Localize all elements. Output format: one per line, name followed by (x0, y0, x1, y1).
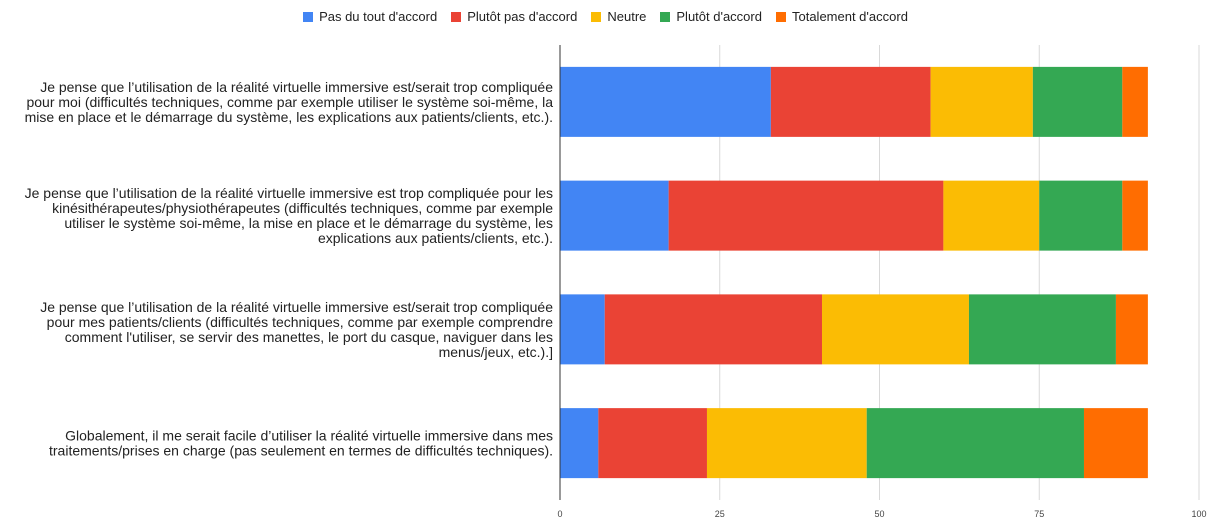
bar-segment (930, 66, 1033, 137)
bar-segment (1122, 180, 1148, 251)
category-label: pour mes patients/clients (difficultés t… (47, 314, 554, 330)
legend-item: Totalement d'accord (775, 9, 908, 24)
legend-label: Totalement d'accord (791, 9, 908, 24)
bar-segment (560, 66, 771, 137)
category-label: utiliser le système soi-même, la mise en… (64, 215, 553, 231)
legend-label: Plutôt pas d'accord (467, 9, 578, 24)
bar-segment (1083, 408, 1148, 479)
category-label: pour moi (difficultés techniques, comme … (26, 94, 553, 110)
category-label: comment l'utiliser, se servir des manett… (65, 329, 553, 345)
category-label: Je pense que l’utilisation de la réalité… (40, 299, 553, 315)
category-label: kinésithérapeutes/physiothérapeutes (dif… (52, 200, 553, 216)
bar-segment (1032, 66, 1123, 137)
bar-segment (821, 294, 969, 365)
x-tick-label: 0 (557, 509, 562, 519)
x-tick-label: 50 (874, 509, 884, 519)
bar-segment (866, 408, 1084, 479)
legend-label: Plutôt d'accord (676, 9, 762, 24)
x-tick-label: 100 (1191, 509, 1206, 519)
legend-swatch (660, 11, 671, 22)
category-label: Je pense que l’utilisation de la réalité… (25, 185, 553, 201)
legend-item: Pas du tout d'accord (303, 9, 437, 24)
bar-segment (1039, 180, 1123, 251)
legend-label: Pas du tout d'accord (319, 9, 438, 24)
bar-segment (598, 408, 707, 479)
bar-segment (560, 408, 599, 479)
bar-segment (668, 180, 944, 251)
legend-swatch (775, 11, 786, 22)
legend-item: Plutôt pas d'accord (451, 9, 577, 24)
bar-segment (968, 294, 1116, 365)
chart-legend: Pas du tout d'accord Plutôt pas d'accord N… (0, 9, 1211, 24)
bar-segment (1115, 294, 1148, 365)
bar-segment (604, 294, 822, 365)
legend-swatch (303, 11, 314, 22)
category-label: traitements/prises en charge (pas seulem… (49, 443, 553, 459)
bar-segment (560, 294, 605, 365)
category-label: Globalement, il me serait facile d’utili… (65, 428, 553, 444)
legend-label: Neutre (607, 9, 647, 24)
category-label: menus/jeux, etc.).] (439, 344, 553, 360)
category-label: mise en place et le démarrage du système… (25, 109, 553, 125)
legend-item: Neutre (591, 9, 646, 24)
legend-swatch (591, 11, 602, 22)
category-label: Je pense que l’utilisation de la réalité… (40, 79, 553, 95)
bar-segment (770, 66, 931, 137)
bar-segment (943, 180, 1040, 251)
legend-item: Plutôt d'accord (660, 9, 762, 24)
legend-swatch (451, 11, 462, 22)
bar-segment (706, 408, 867, 479)
bar-segment (560, 180, 669, 251)
category-label: explications aux patients/clients, etc.)… (318, 230, 553, 246)
x-tick-label: 25 (715, 509, 725, 519)
x-tick-label: 75 (1034, 509, 1044, 519)
bar-segment (1122, 66, 1148, 137)
